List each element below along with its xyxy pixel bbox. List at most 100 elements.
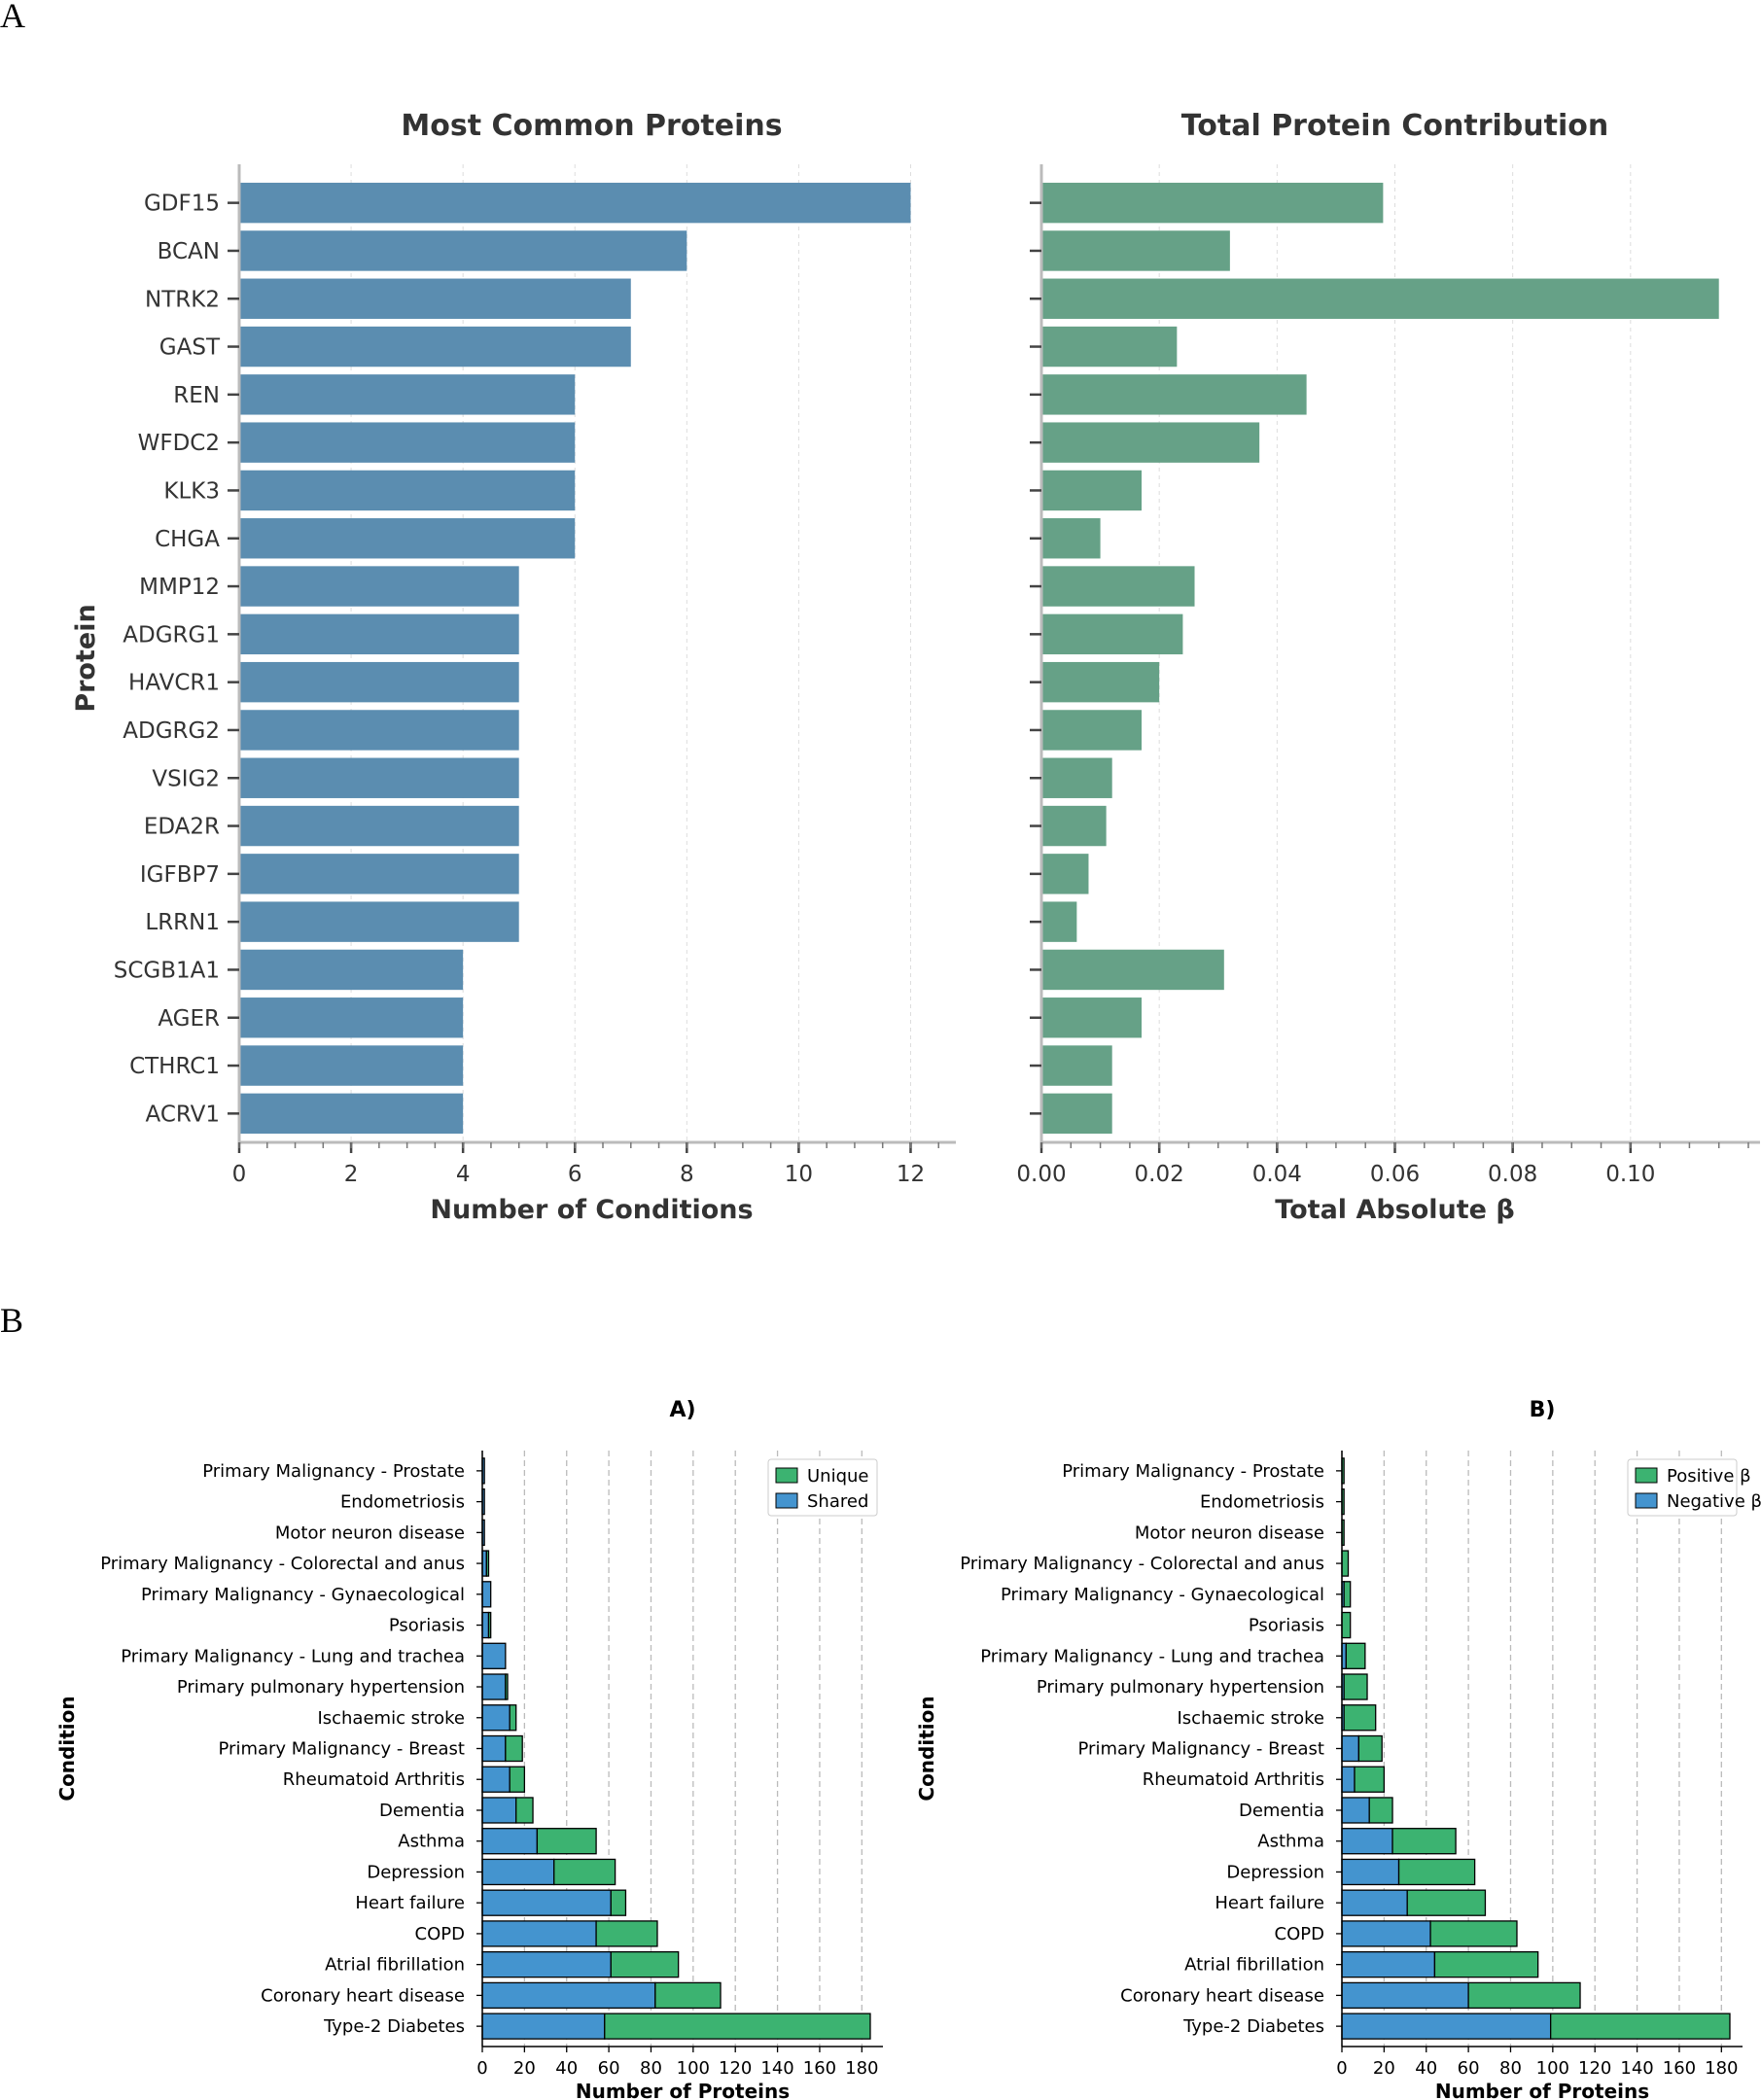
bar-segment-unique	[487, 1611, 492, 1639]
bar-segment-shared	[481, 1950, 612, 1978]
y-tick-label: REN	[173, 383, 220, 408]
bar-segment-negative	[1341, 1797, 1370, 1824]
bar-segment-positive	[1341, 1611, 1352, 1639]
chart-title: Total Protein Contribution	[1181, 109, 1608, 143]
bar-segment-unique	[536, 1828, 597, 1855]
bar-adgrg2	[1041, 710, 1142, 751]
bar-havcr1	[239, 661, 519, 703]
x-axis-title: Number of Proteins	[576, 2080, 790, 2100]
bar-segment-positive	[1397, 1858, 1476, 1886]
chart-title: B)	[1530, 1398, 1556, 1422]
y-tick-label: Psoriasis	[389, 1616, 465, 1636]
x-tick-label: 0	[1336, 2058, 1347, 2079]
legend-label: Negative β	[1667, 1491, 1761, 1512]
legend-swatch-positive	[1635, 1467, 1658, 1484]
y-tick-label: Rheumatoid Arthritis	[283, 1769, 465, 1790]
x-tick-label: 4	[456, 1162, 471, 1187]
bar-segment-negative	[1341, 1734, 1359, 1763]
y-tick-label: WFDC2	[138, 431, 220, 456]
bar-mmp12	[1041, 566, 1195, 607]
bar-segment-unique	[604, 2012, 871, 2040]
y-tick-label: Rheumatoid Arthritis	[1143, 1769, 1324, 1790]
bar-ren	[1041, 374, 1307, 415]
y-tick-label: IGFBP7	[140, 862, 220, 888]
x-tick-label: 180	[845, 2058, 878, 2079]
chart-title: A)	[669, 1398, 695, 1422]
bar-ntrk2	[239, 278, 631, 319]
y-tick-label: Coronary heart disease	[1120, 1985, 1324, 2006]
x-tick-label: 0.02	[1135, 1162, 1184, 1187]
bar-vsig2	[239, 757, 519, 798]
x-tick-label: 0	[232, 1162, 247, 1187]
y-tick-label: ADGRG2	[123, 718, 220, 744]
y-tick-label: Psoriasis	[1249, 1616, 1324, 1636]
x-tick-label: 60	[1458, 2058, 1480, 2079]
y-tick-label: Motor neuron disease	[1135, 1522, 1324, 1543]
bar-segment-negative	[1341, 1889, 1408, 1916]
y-tick-label: Endometriosis	[340, 1492, 465, 1513]
bar-segment-positive	[1467, 1981, 1581, 2010]
bar-mmp12	[239, 566, 519, 607]
x-tick-label: 40	[555, 2058, 578, 2079]
legend-swatch-shared	[775, 1492, 798, 1509]
y-tick-label: LRRN1	[145, 910, 220, 935]
bar-eda2r	[1041, 805, 1107, 847]
y-tick-label: Depression	[1226, 1862, 1324, 1882]
bar-segment-positive	[1345, 1642, 1366, 1669]
bar-ren	[239, 374, 576, 415]
bar-segment-unique	[610, 1889, 627, 1916]
bar-segment-positive	[1354, 1766, 1386, 1793]
bar-segment-shared	[481, 1704, 511, 1732]
bar-bcan	[1041, 230, 1230, 271]
x-tick-label: 140	[1620, 2058, 1653, 2079]
bar-wfdc2	[1041, 422, 1260, 463]
bar-segment-shared	[481, 1920, 597, 1947]
bar-segment-positive	[1391, 1828, 1457, 1855]
x-axis-title: Number of Conditions	[430, 1195, 753, 1225]
panel-label-b: B	[0, 1301, 23, 1340]
bar-segment-shared	[481, 2012, 606, 2040]
x-tick-label: 100	[1536, 2058, 1569, 2079]
bar-segment-unique	[485, 1550, 490, 1577]
y-tick-label: NTRK2	[145, 287, 220, 312]
bar-ntrk2	[1041, 278, 1719, 319]
y-axis-title: Protein	[71, 604, 101, 712]
x-axis-title: Number of Proteins	[1435, 2080, 1649, 2100]
y-tick-label: Primary Malignancy - Gynaecological	[141, 1585, 465, 1605]
bar-segment-positive	[1433, 1950, 1539, 1978]
bar-segment-negative	[1341, 1858, 1400, 1886]
y-tick-label: ADGRG1	[123, 622, 220, 648]
bar-segment-positive	[1341, 1550, 1350, 1577]
bar-acrv1	[239, 1093, 464, 1135]
bar-segment-negative	[1341, 2012, 1552, 2040]
legend-label: Positive β	[1667, 1466, 1751, 1487]
x-tick-label: 160	[803, 2058, 836, 2079]
y-tick-label: EDA2R	[144, 815, 220, 840]
bar-segment-negative	[1341, 1920, 1431, 1947]
y-tick-label: KLK3	[163, 478, 220, 504]
y-tick-label: Dementia	[1239, 1801, 1324, 1821]
bar-segment-unique	[610, 1950, 680, 1978]
y-tick-label: Primary Malignancy - Breast	[1078, 1739, 1325, 1760]
bar-cthrc1	[1041, 1045, 1112, 1086]
bar-chga	[239, 518, 576, 559]
legend-label: Unique	[807, 1466, 869, 1487]
y-tick-label: Ischaemic stroke	[1177, 1708, 1324, 1729]
y-tick-label: Primary Malignancy - Gynaecological	[1001, 1585, 1324, 1605]
bar-segment-negative	[1341, 1828, 1393, 1855]
bar-segment-unique	[509, 1766, 526, 1793]
x-tick-label: 160	[1663, 2058, 1696, 2079]
y-tick-label: GDF15	[144, 192, 220, 217]
legend-swatch-negative	[1635, 1492, 1658, 1509]
y-tick-label: Primary Malignancy - Prostate	[1062, 1461, 1324, 1482]
bar-segment-unique	[595, 1920, 658, 1947]
x-tick-label: 10	[785, 1162, 813, 1187]
x-tick-label: 12	[897, 1162, 925, 1187]
bar-chga	[1041, 518, 1101, 559]
y-tick-label: SCGB1A1	[114, 958, 220, 983]
panel-label-a: A	[0, 0, 25, 35]
x-tick-label: 0	[476, 2058, 487, 2079]
y-tick-label: CTHRC1	[129, 1054, 220, 1079]
bar-igfbp7	[1041, 854, 1089, 894]
x-tick-label: 0.04	[1252, 1162, 1302, 1187]
